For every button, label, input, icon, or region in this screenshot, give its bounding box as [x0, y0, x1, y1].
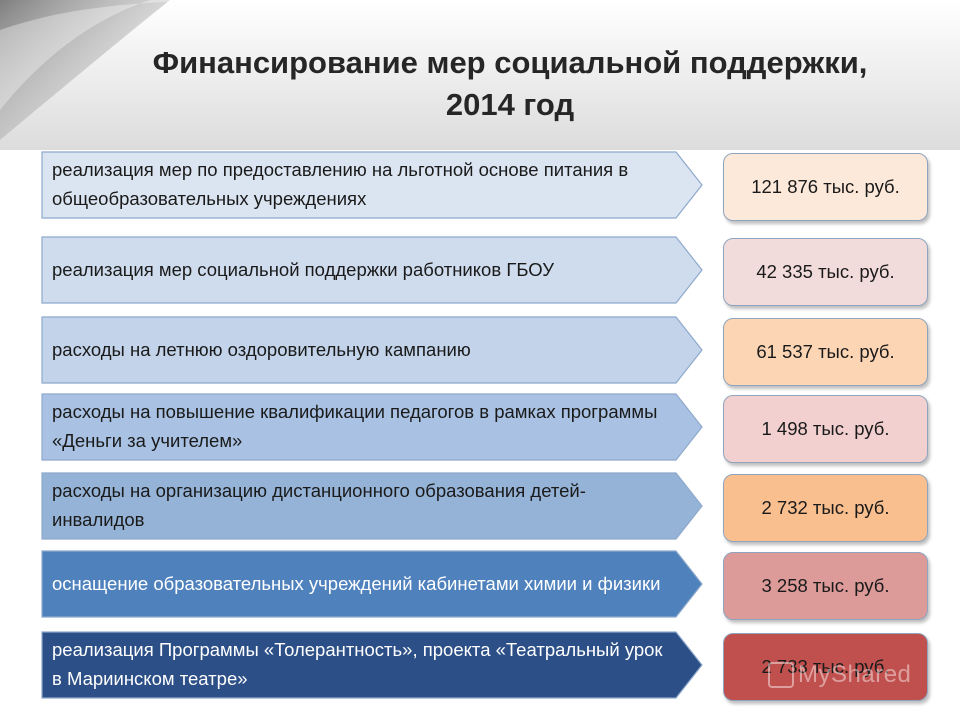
arrow-shape	[41, 151, 703, 219]
amount-box: 121 876 тыс. руб.	[723, 153, 928, 221]
page-title: Финансирование мер социальной поддержки,…	[110, 42, 910, 126]
title-line-2: 2014 год	[445, 87, 575, 122]
category-arrow: реализация мер социальной поддержки рабо…	[40, 235, 708, 304]
amount-box: 61 537 тыс. руб.	[723, 318, 928, 386]
decorative-swoosh	[0, 0, 260, 140]
header-band	[0, 0, 960, 150]
arrow-shape	[41, 236, 703, 304]
funding-row: расходы на повышение квалификации педаго…	[40, 392, 930, 463]
funding-row: реализация Программы «Толерантность», пр…	[40, 630, 930, 701]
amount-box: 42 335 тыс. руб.	[723, 238, 928, 306]
amount-box: 3 258 тыс. руб.	[723, 552, 928, 620]
funding-row: расходы на летнюю оздоровительную кампан…	[40, 315, 930, 386]
arrow-shape	[41, 472, 703, 540]
funding-row: оснащение образовательных учреждений каб…	[40, 549, 930, 620]
category-label: реализация мер по предоставлению на льго…	[52, 159, 629, 209]
category-arrow: реализация Программы «Толерантность», пр…	[40, 630, 708, 699]
category-label: расходы на организацию дистанционного об…	[52, 480, 586, 530]
category-arrow: расходы на организацию дистанционного об…	[40, 471, 708, 540]
watermark-text: MyShared	[798, 661, 912, 688]
funding-row: реализация мер социальной поддержки рабо…	[40, 235, 930, 306]
amount-box: 1 498 тыс. руб.	[723, 395, 928, 463]
category-arrow: расходы на летнюю оздоровительную кампан…	[40, 315, 708, 384]
arrow-shape	[41, 550, 703, 618]
arrow-shape	[41, 316, 703, 384]
arrow-shape	[41, 631, 703, 699]
amount-box: 2 733 тыс. руб.	[723, 633, 928, 701]
title-line-1: Финансирование мер социальной поддержки,	[152, 45, 868, 80]
amount-box: 2 732 тыс. руб.	[723, 474, 928, 542]
funding-row: реализация мер по предоставлению на льго…	[40, 150, 930, 221]
category-label: реализация мер социальной поддержки рабо…	[52, 258, 555, 280]
category-label: реализация Программы «Толерантность», пр…	[52, 639, 663, 689]
category-label: расходы на летнюю оздоровительную кампан…	[52, 338, 471, 360]
watermark: MyShared	[768, 655, 928, 695]
arrow-shape	[41, 393, 703, 461]
category-arrow: оснащение образовательных учреждений каб…	[40, 549, 708, 618]
funding-row: расходы на организацию дистанционного об…	[40, 471, 930, 542]
category-arrow: реализация мер по предоставлению на льго…	[40, 150, 708, 219]
category-label: расходы на повышение квалификации педаго…	[52, 401, 658, 451]
category-arrow: расходы на повышение квалификации педаго…	[40, 392, 708, 461]
watermark-logo-icon	[768, 662, 794, 688]
category-label: оснащение образовательных учреждений каб…	[52, 572, 661, 594]
